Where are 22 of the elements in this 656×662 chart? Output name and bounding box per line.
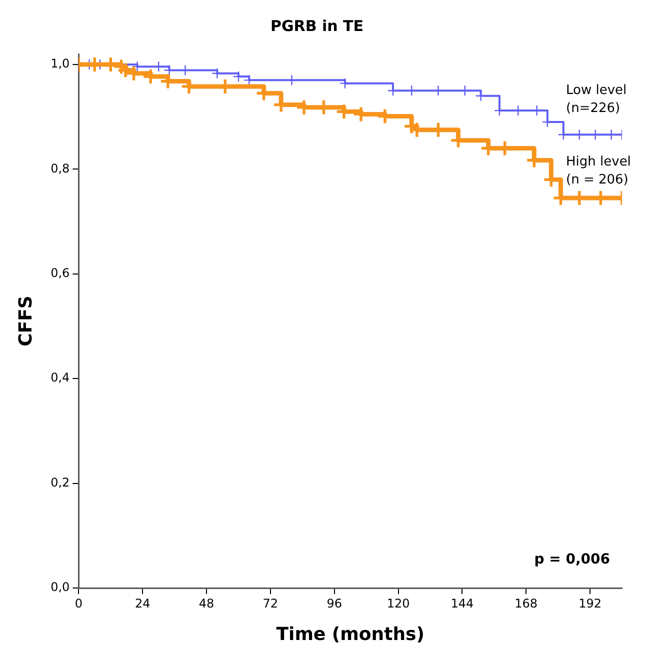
x-tick-label: 72 [262,596,278,610]
chart-title: PGRB in TE [270,16,364,35]
x-tick-label: 144 [450,596,474,610]
y-tick-label: 0,8 [50,161,70,176]
x-tick-label: 168 [514,596,538,610]
y-tick-label: 0,4 [50,370,70,385]
x-tick-label: 0 [74,596,83,610]
x-tick-label: 48 [198,596,214,610]
x-tick-label: 96 [326,596,342,610]
series-label: Low level (n=226) [566,83,627,116]
x-tick-label: 120 [386,596,410,610]
y-tick-label: 1,0 [50,56,70,71]
y-tick-label: 0,6 [50,266,70,280]
point [112,58,130,75]
x-tick-label: 192 [578,596,602,610]
annotation: p = 0,006 [534,552,610,568]
series-label: High level (n = 206) [566,154,631,188]
x-axis-title: Time (months) [276,624,424,645]
x-tick-label: 24 [134,596,150,610]
y-axis-title: CFFS [15,296,36,346]
y-tick-label: 0,0 [50,580,70,594]
y-tick-label: 0,2 [50,475,70,490]
